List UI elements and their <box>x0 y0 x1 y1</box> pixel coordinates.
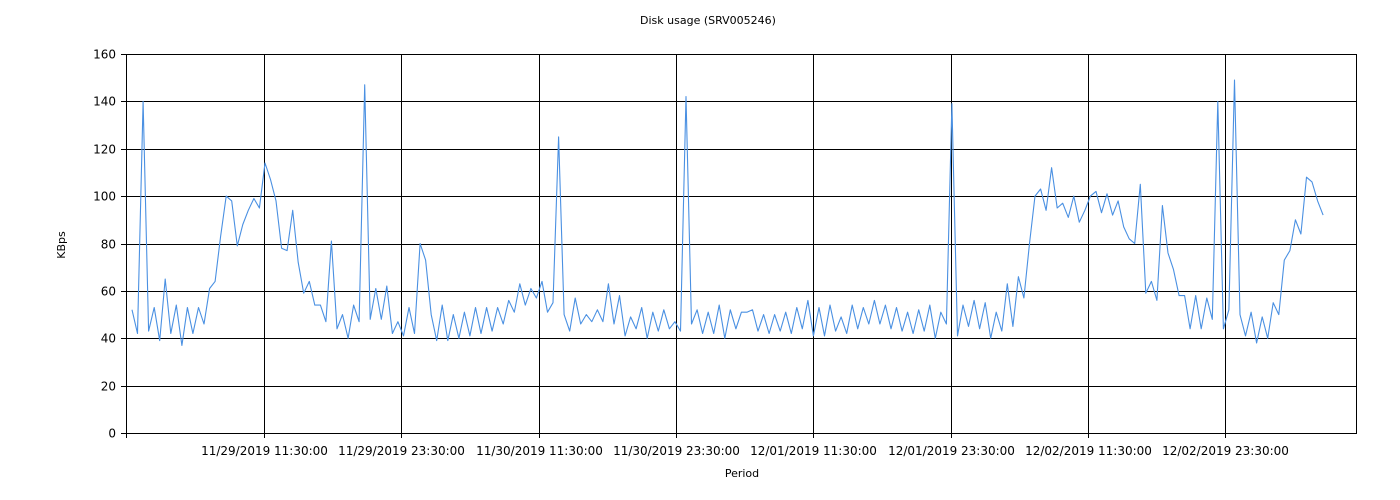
x-axis-label: Period <box>725 467 759 480</box>
y-tick-label: 60 <box>101 285 116 299</box>
y-tick-label: 120 <box>93 143 116 157</box>
chart-title: Disk usage (SRV005246) <box>640 14 776 27</box>
x-tick-label: 12/01/2019 23:30:00 <box>888 444 1015 458</box>
y-tick-label: 40 <box>101 332 116 346</box>
y-tick-label: 80 <box>101 238 116 252</box>
axis-layer: 0 20 40 60 80 100 120 140 160 11/29/2019 11:30:00… <box>93 48 1357 458</box>
grid-layer <box>126 54 1357 433</box>
y-tick-label: 160 <box>93 48 116 62</box>
y-axis-label: KBps <box>55 231 68 259</box>
y-tick-label: 140 <box>93 95 116 109</box>
disk-usage-series-line <box>131 79 1324 346</box>
series-layer <box>131 79 1324 346</box>
x-tick-label: 12/02/2019 23:30:00 <box>1162 444 1289 458</box>
x-tick-label: 11/30/2019 23:30:00 <box>613 444 740 458</box>
x-tick-label: 12/02/2019 11:30:00 <box>1025 444 1152 458</box>
x-tick-label: 11/30/2019 11:30:00 <box>476 444 603 458</box>
y-tick-label: 0 <box>108 427 116 441</box>
x-tick-label: 12/01/2019 11:30:00 <box>750 444 877 458</box>
x-tick-label: 11/29/2019 11:30:00 <box>201 444 328 458</box>
y-tick-label: 20 <box>101 380 116 394</box>
y-tick-label: 100 <box>93 190 116 204</box>
x-tick-label: 11/29/2019 23:30:00 <box>338 444 465 458</box>
